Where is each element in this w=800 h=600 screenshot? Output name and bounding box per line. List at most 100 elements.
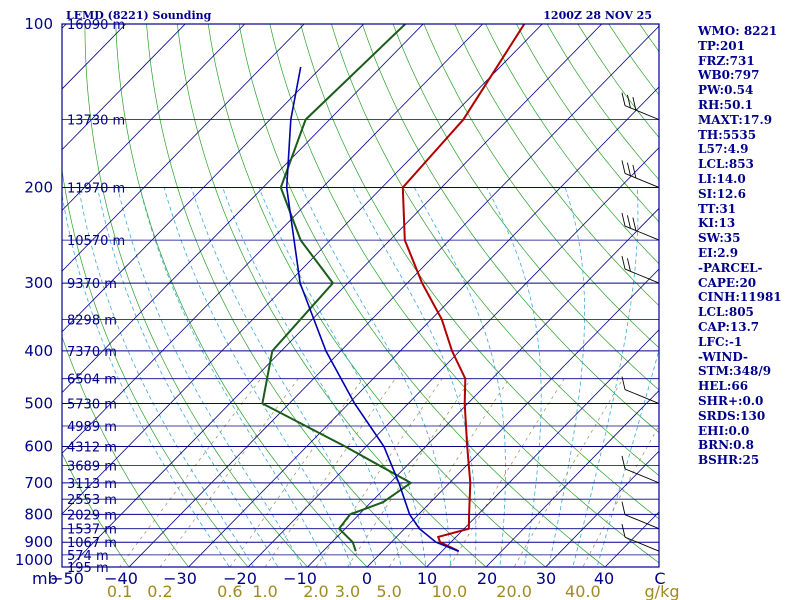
isotherm-line [306,207,659,567]
index-value: BSHR:25 [698,453,760,468]
index-value: -PARCEL- [698,260,763,275]
pressure-tick-label: 400 [24,342,53,360]
pressure-tick-label: 200 [24,178,53,196]
dry-adiabat-line [516,24,659,223]
indices-panel: WMO: 8221 TP:201 FRZ:731 WB0:797 PW:0.54 RH:5… [698,24,798,468]
isotherm-line [68,24,603,567]
temperature-tick-label: −40 [104,569,138,588]
mixing-ratio-lines [119,378,659,567]
mixing-ratio-line [119,378,262,567]
height-label: 6504 m [67,373,117,388]
moist-adiabat-line [163,187,353,567]
height-label: 195 m [67,561,109,576]
isotherm-line [62,24,484,454]
wind-barb-flag [632,217,637,231]
moist-adiabat-line [139,187,328,567]
mixing-ratio-label: 40.0 [565,582,601,600]
isotherm-line [425,329,659,567]
wind-barb-staff [624,536,660,552]
moist-adiabat-line [548,187,585,567]
height-label: 13730 m [67,114,125,129]
moist-adiabat-line [486,187,542,567]
temperature-tick-label: 20 [477,569,497,588]
station-title: LEMD (8221) Sounding [66,9,212,22]
dry-adiabat-line [115,24,368,567]
mixing-ratio-label: 10.0 [432,582,468,600]
index-value: EI:2.9 [698,245,739,260]
moist-adiabat-line [97,187,279,567]
pressure-tick-label: 300 [24,274,53,292]
mixing-ratio-line [388,378,510,567]
temperature-tick-label: 40 [594,569,614,588]
index-value: TP:201 [698,38,746,53]
sounding-traces [261,24,526,553]
index-value: SI:12.6 [698,186,746,201]
moist-adiabat-line [191,187,377,567]
dry-adiabat-line [331,24,659,477]
dry-adiabat-line [361,24,659,434]
index-value: CAP:13.7 [698,319,760,334]
index-value: WMO: 8221 [698,24,778,38]
wind-barb-staff [624,468,660,484]
height-label: 8298 m [67,313,117,328]
pressure-unit-label: mb [32,569,58,588]
isotherm-line [485,389,659,567]
isotherm-line [247,147,659,567]
wind-barb-staff [624,173,660,188]
temperature-tick-label: −20 [223,569,257,588]
height-label: 3113 m [67,477,117,492]
mixing-ratio-label: 2.0 [303,582,328,600]
dry-adiabat-line [207,24,547,567]
mixing-ratio-label: g/kg [645,582,680,600]
index-value: CAPE:20 [698,275,757,290]
index-value: FRZ:731 [698,53,755,68]
pressure-tick-label: 600 [24,438,53,456]
wind-barb-flag [627,215,631,229]
wind-barb-flag [621,255,626,270]
index-value: LFC:-1 [698,334,743,349]
wind-barb-flag [621,92,626,106]
pressure-tick-label: 900 [24,533,53,551]
isobars [62,23,659,568]
moist-adiabat-line [117,187,303,567]
wind-barb-flag [627,162,631,176]
index-value: L57:4.9 [698,142,749,157]
wind-barb-staff [624,389,660,404]
dry-adiabat-line [485,24,659,265]
height-label: 7370 m [67,345,117,360]
mixing-ratio-line [264,378,396,567]
wind-barb-flag [621,524,626,538]
index-value: STM:348/9 [698,364,772,379]
mixing-ratio-label: 3.0 [335,582,360,600]
wind-barb-flag [627,258,631,272]
moist-adiabat-line [352,187,477,567]
index-value: BRN:0.8 [698,438,754,453]
dry-adiabat-line [62,452,130,567]
pressure-tick-label: 100 [24,15,53,33]
height-label: 1537 m [67,523,117,538]
wind-barb-staff [624,514,660,530]
isotherm-line [62,24,365,333]
index-value: WB0:797 [698,68,760,83]
height-label: 9370 m [67,277,117,292]
index-value: RH:50.1 [698,97,753,112]
dry-adiabat-line [577,24,659,139]
isotherm-line [366,268,659,567]
index-value: HEL:66 [698,379,749,394]
index-value: PW:0.54 [698,83,754,98]
mixing-ratio-line [582,424,659,567]
wind-barb-staff [624,268,660,284]
mixing-ratio-label: 0.2 [147,582,172,600]
isotherm-line [187,86,659,567]
temperature-tick-label: C [654,569,665,588]
isotherm-line [128,25,659,567]
index-value: TT:31 [698,201,737,216]
index-value: SW:35 [698,231,741,246]
mixing-ratio-label: 5.0 [376,582,401,600]
dry-adiabat-line [62,335,190,567]
isotherm-line [544,450,659,567]
moist-adiabat-line [572,187,639,567]
temperature-tick-label: −10 [283,569,317,588]
